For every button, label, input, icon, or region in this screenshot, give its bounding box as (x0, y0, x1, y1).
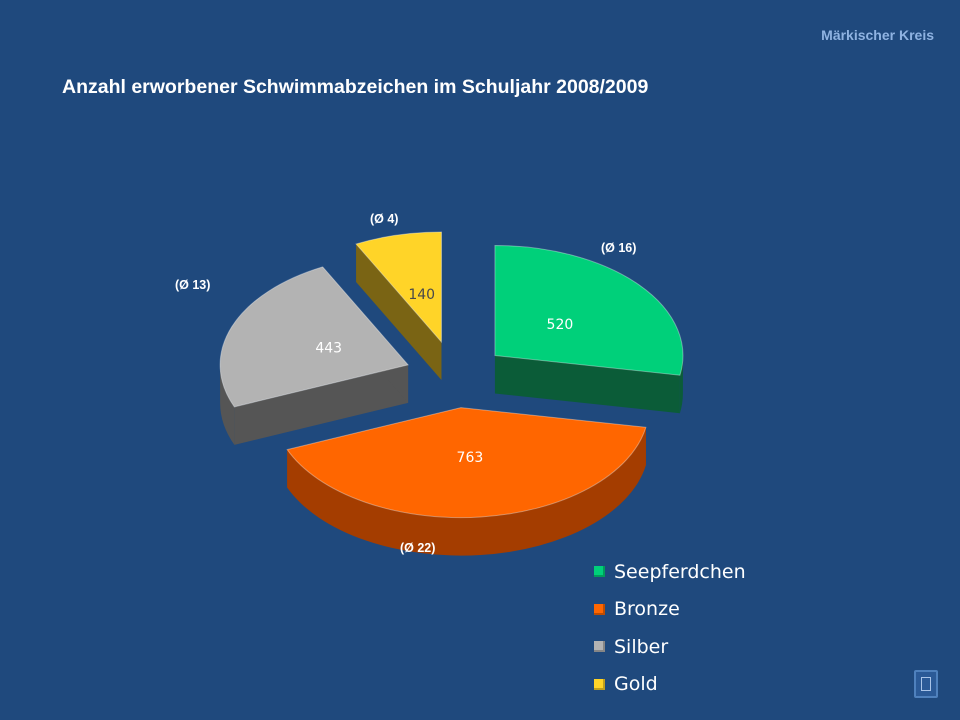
slice-rim-silber-0 (220, 364, 235, 445)
slice-top-gold (355, 231, 443, 344)
slice-rim-bronze-0 (287, 427, 646, 556)
legend-label-bronze: Bronze (614, 598, 680, 621)
legend-item-gold: Gold (594, 666, 746, 704)
data-label-bronze: 763 (457, 450, 484, 466)
legend-swatch-gold (594, 678, 605, 690)
slice-top-silber (219, 266, 410, 408)
average-label-bronze: (Ø 22) (400, 541, 436, 555)
legend-swatch-bronze (594, 603, 605, 615)
legend-swatch-seepferdchen (594, 566, 605, 578)
legend-label-seepferdchen: Seepferdchen (614, 560, 746, 583)
slice-top-seepferdchen (494, 245, 684, 376)
pie-slice-silber: 443 (219, 266, 410, 445)
legend-item-seepferdchen: Seepferdchen (594, 553, 746, 591)
average-label-gold: (Ø 4) (370, 212, 399, 226)
brand-label: Märkischer Kreis (821, 27, 934, 43)
pie-slice-gold: 140 (355, 231, 443, 381)
pie-slice-bronze: 763 (286, 407, 647, 556)
legend-label-gold: Gold (614, 673, 658, 696)
slice-wall-silber-0 (234, 364, 409, 445)
average-label-silber: (Ø 13) (175, 278, 211, 292)
slide-nav-button[interactable] (914, 670, 938, 698)
slice-top-bronze (286, 407, 647, 519)
legend-swatch-silber (594, 641, 605, 653)
chart-legend: Seepferdchen Bronze Silber Gold (594, 553, 746, 703)
pie-slice-seepferdchen: 520 (494, 245, 684, 414)
data-label-silber: 443 (315, 341, 342, 357)
document-icon (921, 677, 931, 691)
slice-rim-seepferdchen-0 (679, 355, 683, 414)
slice-wall-gold-0 (356, 243, 442, 381)
data-label-seepferdchen: 520 (547, 317, 574, 333)
legend-label-silber: Silber (614, 635, 669, 658)
average-label-seepferdchen: (Ø 16) (601, 241, 637, 255)
slice-wall-seepferdchen-1 (494, 355, 680, 414)
chart-title: Anzahl erworbener Schwimmabzeichen im Sc… (62, 76, 649, 98)
legend-item-silber: Silber (594, 628, 746, 666)
data-label-gold: 140 (408, 287, 435, 303)
legend-item-bronze: Bronze (594, 591, 746, 629)
